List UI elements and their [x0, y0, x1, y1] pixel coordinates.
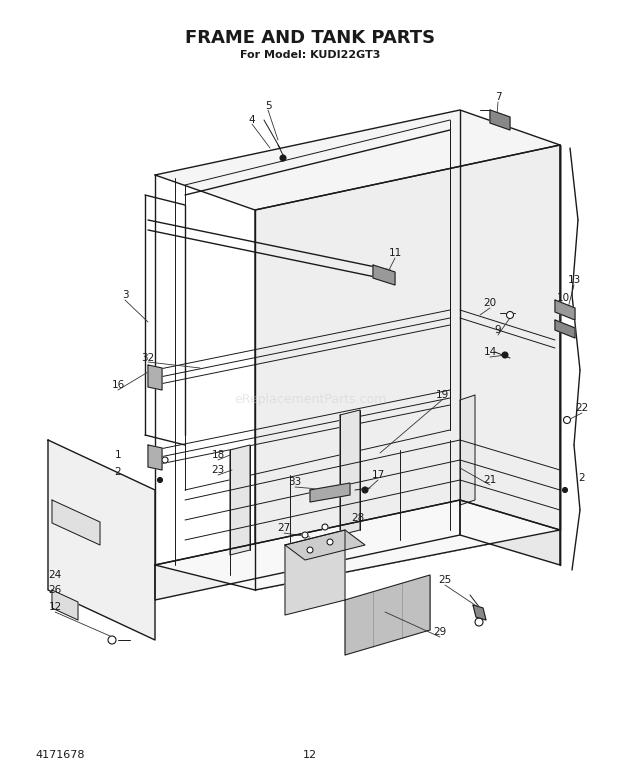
Polygon shape	[373, 265, 395, 285]
Polygon shape	[555, 300, 575, 320]
Polygon shape	[345, 575, 430, 655]
Text: 1: 1	[115, 450, 122, 460]
Circle shape	[322, 524, 328, 530]
Polygon shape	[230, 445, 250, 555]
Polygon shape	[52, 500, 100, 545]
Polygon shape	[155, 110, 560, 210]
Polygon shape	[52, 590, 78, 620]
Polygon shape	[285, 530, 345, 615]
Circle shape	[280, 155, 286, 161]
Text: 2: 2	[578, 473, 585, 483]
Text: 20: 20	[484, 298, 497, 308]
Polygon shape	[148, 365, 162, 390]
Text: 9: 9	[495, 325, 502, 335]
Text: 17: 17	[371, 470, 384, 480]
Text: 10: 10	[556, 293, 570, 303]
Text: 33: 33	[288, 477, 301, 487]
Polygon shape	[490, 110, 510, 130]
Polygon shape	[460, 500, 560, 565]
Circle shape	[108, 636, 116, 644]
Text: 13: 13	[567, 275, 580, 285]
Polygon shape	[340, 410, 360, 535]
Text: 27: 27	[277, 523, 291, 533]
Text: For Model: KUDI22GT3: For Model: KUDI22GT3	[240, 50, 380, 60]
Text: 11: 11	[388, 248, 402, 258]
Polygon shape	[285, 530, 365, 560]
Polygon shape	[155, 500, 460, 600]
Text: 7: 7	[495, 92, 502, 102]
Text: 12: 12	[48, 602, 61, 612]
Circle shape	[162, 457, 168, 463]
Text: 19: 19	[435, 390, 449, 400]
Text: 23: 23	[211, 465, 224, 475]
Text: 4171678: 4171678	[35, 750, 84, 760]
Circle shape	[157, 477, 162, 483]
Circle shape	[564, 416, 570, 423]
Polygon shape	[460, 395, 475, 505]
Polygon shape	[155, 500, 560, 590]
Text: 21: 21	[484, 475, 497, 485]
Polygon shape	[48, 440, 155, 640]
Text: 3: 3	[122, 290, 128, 300]
Circle shape	[307, 547, 313, 553]
Circle shape	[562, 487, 567, 493]
Circle shape	[475, 618, 483, 626]
Text: 24: 24	[48, 570, 61, 580]
Text: 22: 22	[575, 403, 588, 413]
Text: 12: 12	[303, 750, 317, 760]
Text: 4: 4	[249, 115, 255, 125]
Polygon shape	[310, 483, 350, 502]
Polygon shape	[148, 445, 162, 470]
Text: eReplacementParts.com: eReplacementParts.com	[234, 394, 386, 406]
Circle shape	[362, 487, 368, 493]
Circle shape	[327, 539, 333, 545]
Text: 25: 25	[438, 575, 451, 585]
Circle shape	[502, 352, 508, 358]
Text: 26: 26	[48, 585, 61, 595]
Text: 5: 5	[265, 101, 272, 111]
Circle shape	[302, 532, 308, 538]
Text: 29: 29	[433, 627, 446, 637]
Text: 16: 16	[112, 380, 125, 390]
Polygon shape	[555, 320, 575, 338]
Text: 18: 18	[211, 450, 224, 460]
Text: 32: 32	[141, 353, 154, 363]
Text: 14: 14	[484, 347, 497, 357]
Circle shape	[507, 312, 513, 319]
Text: 28: 28	[352, 513, 365, 523]
Text: 2: 2	[115, 467, 122, 477]
Polygon shape	[255, 145, 560, 590]
Text: FRAME AND TANK PARTS: FRAME AND TANK PARTS	[185, 29, 435, 47]
Polygon shape	[473, 605, 486, 620]
